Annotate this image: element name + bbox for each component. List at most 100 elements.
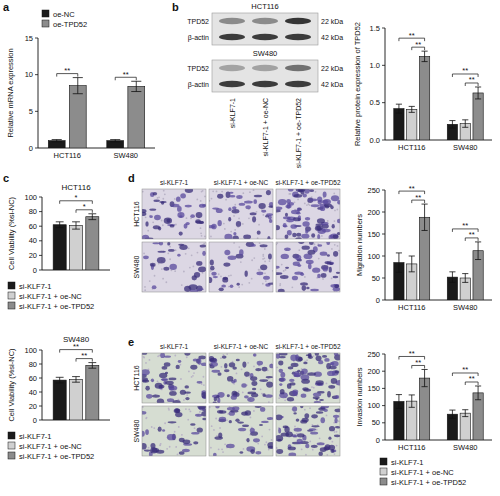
pore bbox=[175, 249, 177, 251]
error-cap bbox=[462, 416, 468, 417]
pore bbox=[234, 204, 236, 206]
cell bbox=[250, 449, 255, 454]
cell bbox=[223, 262, 230, 266]
cell bbox=[245, 205, 251, 209]
pore bbox=[336, 445, 338, 447]
pore bbox=[301, 448, 303, 450]
pore bbox=[169, 446, 171, 448]
bar bbox=[69, 379, 82, 420]
pore bbox=[143, 253, 145, 255]
blot-lane: si-KLF7-1 + oe-TPD52 bbox=[295, 98, 302, 168]
image-frame bbox=[142, 406, 206, 456]
cell bbox=[319, 399, 324, 401]
cell bbox=[221, 284, 226, 287]
cell bbox=[201, 392, 206, 398]
pore bbox=[162, 278, 164, 280]
cell bbox=[260, 264, 267, 270]
legend-label: si-KLF7-1 + oe-NC bbox=[19, 442, 82, 451]
blot-band bbox=[219, 81, 245, 88]
pore bbox=[222, 451, 224, 453]
y-axis bbox=[385, 28, 386, 140]
cell bbox=[231, 395, 237, 400]
blot-band bbox=[285, 34, 311, 41]
cell bbox=[309, 428, 316, 431]
cell bbox=[226, 444, 235, 449]
legend-label: si-KLF7-1 + oe-NC bbox=[391, 468, 454, 477]
pore bbox=[175, 224, 177, 226]
cell bbox=[165, 381, 174, 385]
cell bbox=[315, 353, 319, 356]
pore bbox=[152, 221, 154, 223]
cell bbox=[232, 406, 239, 410]
pore bbox=[226, 353, 228, 355]
cell bbox=[332, 234, 338, 239]
error-bar bbox=[131, 81, 141, 91]
cell bbox=[279, 383, 282, 386]
legend-label: oe-TPD52 bbox=[53, 20, 87, 29]
pore bbox=[180, 378, 182, 380]
pore bbox=[304, 409, 306, 411]
significance-label: ** bbox=[469, 230, 475, 239]
cell bbox=[300, 406, 303, 408]
error-bar bbox=[56, 377, 64, 383]
cell bbox=[167, 242, 170, 246]
pore bbox=[238, 390, 240, 392]
error-cap bbox=[396, 252, 402, 253]
cell bbox=[236, 195, 242, 199]
cell bbox=[198, 266, 206, 272]
cell bbox=[163, 267, 169, 271]
micrograph bbox=[142, 242, 206, 292]
error-cap bbox=[52, 139, 62, 140]
image-frame bbox=[276, 189, 340, 239]
cell bbox=[279, 353, 288, 356]
error-line bbox=[411, 395, 412, 407]
blot-size: 22 kDa bbox=[321, 18, 343, 25]
blot-lane: si-KLF7-1 bbox=[229, 98, 236, 128]
pore bbox=[242, 192, 244, 194]
pore bbox=[265, 280, 267, 282]
legend-swatch bbox=[8, 282, 15, 289]
cell bbox=[232, 209, 240, 213]
tick-label: 100 bbox=[24, 346, 37, 355]
pore bbox=[199, 411, 201, 413]
cell bbox=[330, 284, 339, 288]
category-label: HCT116 bbox=[398, 443, 425, 452]
cell bbox=[255, 368, 261, 371]
image-row-label: HCT116 bbox=[133, 365, 140, 391]
cell bbox=[326, 363, 331, 369]
cell bbox=[168, 249, 175, 252]
pore bbox=[276, 242, 278, 244]
pore bbox=[309, 407, 311, 409]
pore bbox=[294, 201, 296, 203]
image-background bbox=[276, 242, 340, 292]
cell bbox=[284, 248, 291, 252]
pore bbox=[304, 276, 306, 278]
cell bbox=[151, 379, 154, 383]
pore bbox=[188, 247, 190, 249]
pore bbox=[298, 249, 300, 251]
significance-label: ** bbox=[409, 184, 415, 193]
cell bbox=[239, 203, 245, 206]
bar bbox=[48, 141, 65, 148]
cell bbox=[320, 252, 328, 256]
cell bbox=[224, 369, 230, 372]
error-cap bbox=[462, 282, 468, 283]
pore bbox=[186, 217, 188, 219]
significance-label: ** bbox=[81, 351, 87, 360]
cell bbox=[180, 193, 186, 198]
cell bbox=[219, 417, 226, 421]
cell bbox=[258, 203, 265, 209]
micrograph bbox=[276, 353, 340, 403]
cell bbox=[304, 413, 309, 418]
cell bbox=[174, 409, 180, 413]
significance-label: ** bbox=[64, 66, 70, 75]
cell bbox=[296, 212, 300, 215]
cell bbox=[288, 366, 294, 369]
plot-area bbox=[394, 204, 483, 300]
cell bbox=[236, 221, 241, 227]
tick-label: 20 bbox=[29, 251, 37, 260]
cell bbox=[171, 204, 179, 208]
cell bbox=[190, 290, 199, 292]
error-cap bbox=[449, 410, 455, 411]
cell bbox=[219, 287, 224, 291]
